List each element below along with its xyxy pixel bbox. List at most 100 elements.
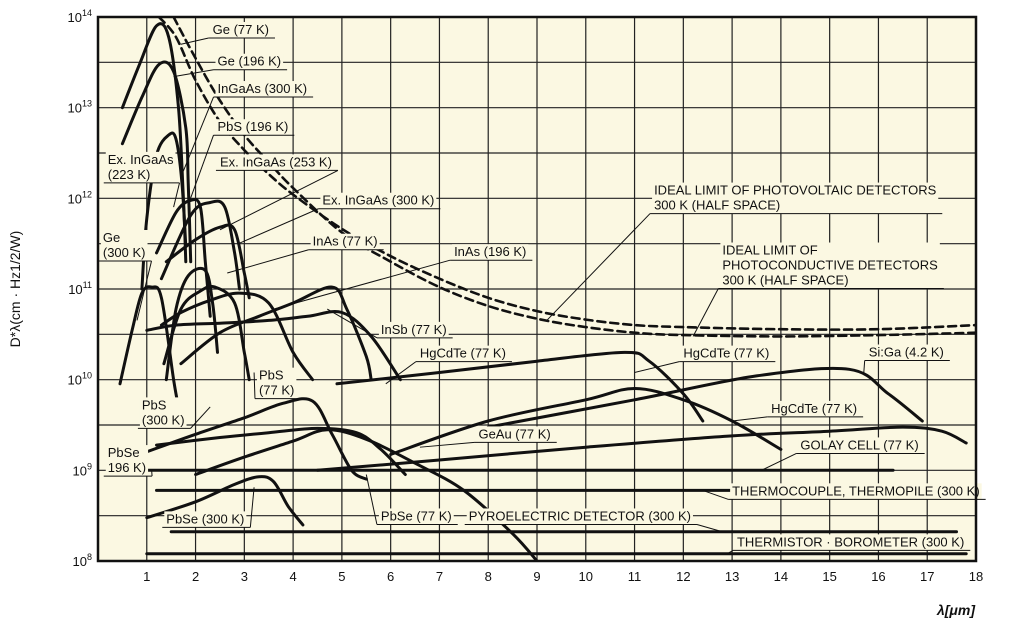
detector-curve: [155, 426, 407, 476]
curve-label: PbS (196 K): [213, 119, 295, 136]
x-tick-label: 4: [289, 569, 296, 584]
curve-label-background: [215, 53, 284, 70]
curve-label-background: [466, 508, 693, 525]
curve-label-text: HgCdTe (77 K): [771, 401, 857, 416]
curve-label-text: Ge (77 K): [213, 22, 269, 37]
curve-label: Ge(300 K): [98, 229, 152, 262]
x-tick-label: 13: [725, 569, 739, 584]
curve-label: InGaAs (300 K): [213, 81, 314, 98]
curve-label-text: InGaAs (300 K): [218, 81, 308, 96]
curve-label-background: [139, 397, 187, 429]
detector-curve: [118, 285, 180, 409]
curve-label-text: (300 K): [142, 412, 185, 427]
curve-label-text: GeAu (77 K): [478, 426, 550, 441]
curve-label-text: HgCdTe (77 K): [683, 346, 769, 361]
y-tick-label: 108: [73, 552, 92, 569]
curve-label-text: Si:Ga (4.2 K): [869, 345, 944, 360]
curve-label-background: [105, 151, 176, 183]
curve-label-text: (223 K): [108, 167, 151, 182]
detector-curve: [162, 284, 251, 382]
curve-label-text: 300 K (HALF SPACE): [722, 273, 848, 288]
detector-curve: [179, 285, 373, 382]
leader-line: [219, 169, 339, 231]
x-tick-label: 1: [143, 569, 150, 584]
curve-label-background: [164, 511, 247, 528]
curve-label-text: HgCdTe (77 K): [420, 346, 506, 361]
curve-label-text: PHOTOCONDUCTIVE DETECTORS: [722, 258, 938, 273]
curve-label: InAs (77 K): [308, 233, 384, 251]
curve-label-text: (300 K): [103, 245, 146, 260]
curve-label-background: [417, 345, 508, 362]
curve-label-text: InAs (77 K): [313, 234, 378, 249]
curve-label: IDEAL LIMIT OF PHOTOVOLTAIC DETECTORS300…: [650, 182, 943, 215]
curve-label: Ex. InGaAs (300 K): [318, 192, 441, 210]
x-tick-label: 11: [628, 569, 642, 584]
curve-label-text: PbSe (300 K): [166, 511, 244, 526]
leader-line: [327, 308, 378, 339]
x-tick-group: 1 2 3 4 5 6 7 8 9 10 11 12 13 14 15 16 17 18: [143, 569, 983, 584]
y-tick-label: 1012: [68, 189, 92, 206]
y-tick-label: 1014: [68, 8, 92, 25]
leader-line-group: [136, 37, 866, 555]
curve-label: Ex. InGaAs(223 K): [103, 151, 180, 184]
leader-line: [182, 96, 214, 172]
y-tick-label: 1011: [68, 280, 92, 297]
detector-curve: [335, 350, 705, 423]
curve-label: HgCdTe (77 K): [415, 345, 512, 363]
curve-label-background: [378, 321, 449, 338]
y-axis-label: D*λ(cm · Hz1/2/W): [7, 231, 23, 348]
x-tick-label: 10: [579, 569, 593, 584]
leader-line: [136, 260, 153, 321]
annotation-group: Ge (77 K) Ge (196 K) InGaAs (300 K) PbS (19…: [98, 22, 986, 551]
curve-label-background: [217, 154, 334, 171]
detector-curve: [164, 223, 251, 300]
x-tick-label: 9: [533, 569, 540, 584]
curve-label: PYROELECTRIC DETECTOR (300 K): [464, 508, 697, 525]
curve-label-text: 196 K): [108, 460, 146, 475]
curve-label-text: 300 K (HALF SPACE): [654, 198, 780, 213]
curve-label-text: PYROELECTRIC DETECTOR (300 K): [469, 508, 691, 523]
x-tick-label: 7: [436, 569, 443, 584]
plot-frame: [96, 15, 978, 563]
x-tick-label: 17: [920, 569, 934, 584]
curve-label-text: Ex. InGaAs: [108, 152, 174, 167]
curve-label: PbS(77 K): [254, 367, 301, 400]
x-tick-label: 18: [969, 569, 983, 584]
curve-label-background: [256, 367, 297, 399]
curve-label-background: [105, 445, 149, 477]
x-tick-label: 2: [192, 569, 199, 584]
curve-label: THERMOCOUPLE, THERMOPILE (300 K): [728, 483, 986, 500]
leader-line: [761, 452, 797, 471]
curve-label: THERMISTOR · BOROMETER (300 K): [732, 534, 971, 551]
curve-label-background: [681, 345, 772, 362]
curve-label-background: [320, 192, 437, 209]
curve-label-text: InSb (77 K): [381, 322, 447, 337]
curve-label-text: PbS: [142, 397, 167, 412]
x-tick-label: 16: [871, 569, 885, 584]
detector-curve: [389, 387, 783, 456]
curve-label: GeAu (77 K): [474, 426, 557, 443]
leader-line: [249, 487, 255, 528]
detector-curve: [155, 197, 212, 318]
curve-label-text: Ex. InGaAs (253 K): [220, 154, 332, 169]
curve-label-background: [720, 242, 940, 289]
curve-label: PbSe (77 K): [376, 508, 458, 525]
detector-curve: [486, 366, 924, 429]
curve-label-text: InAs (196 K): [454, 244, 526, 259]
curve-label-text: (77 K): [259, 383, 294, 398]
curve-label-text: GOLAY CELL (77 K): [800, 437, 918, 452]
curve-label-background: [452, 244, 529, 261]
curve-label-text: PbSe (77 K): [381, 508, 452, 523]
leader-line: [385, 361, 417, 385]
leader-line: [190, 406, 211, 429]
x-tick-label: 8: [485, 569, 492, 584]
detector-curve: [120, 60, 193, 264]
leader-line: [173, 69, 214, 78]
curve-label-background: [215, 119, 291, 136]
curve-label: InAs (196 K): [450, 244, 533, 261]
curve-label: Ge (196 K): [213, 53, 288, 71]
y-tick-label: 1013: [68, 99, 92, 116]
curve-label-background: [866, 344, 946, 361]
curve-label-background: [798, 437, 921, 454]
